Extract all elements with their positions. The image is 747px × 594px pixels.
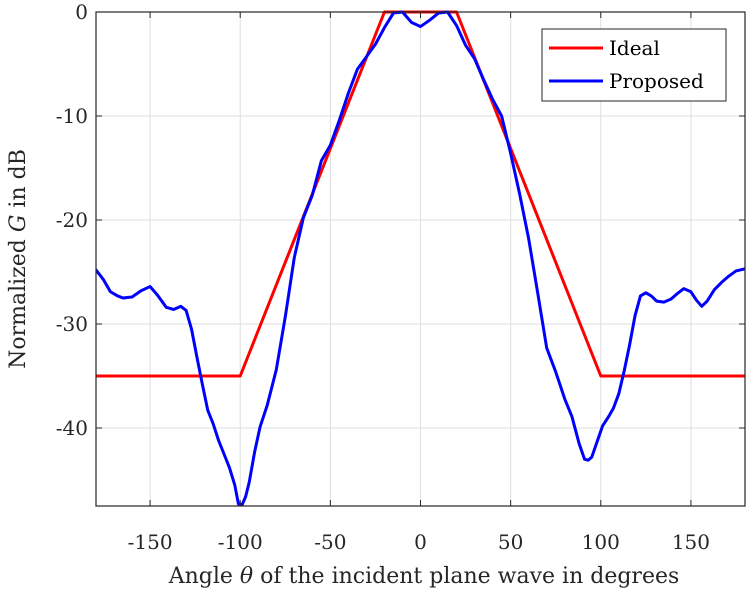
- y-tick-label: -40: [56, 416, 88, 440]
- y-tick-label: -30: [56, 312, 88, 336]
- x-tick-label: 100: [582, 530, 620, 554]
- x-axis-label: Angle θ of the incident plane wave in de…: [168, 564, 680, 589]
- series-line-proposed: [96, 10, 745, 507]
- y-tick-label: -20: [56, 208, 88, 232]
- x-tick-label: -100: [218, 530, 263, 554]
- y-axis-label: Normalized G in dB: [6, 149, 31, 369]
- legend-label-proposed: Proposed: [609, 69, 704, 93]
- x-tick-label: 150: [672, 530, 710, 554]
- x-tick-label: 0: [414, 530, 427, 554]
- x-tick-label: -150: [128, 530, 173, 554]
- ticks: [96, 11, 745, 506]
- legend: Ideal Proposed: [541, 28, 727, 102]
- y-tick-label: -10: [56, 104, 88, 128]
- legend-label-ideal: Ideal: [609, 36, 660, 60]
- x-tick-label: -50: [314, 530, 346, 554]
- y-tick-label: 0: [75, 0, 88, 24]
- tick-labels: -150 -100 -50 0 50 100 150 0 -10 -20 -30 -40: [56, 0, 710, 554]
- x-tick-label: 50: [498, 530, 523, 554]
- legend-box: [541, 28, 727, 102]
